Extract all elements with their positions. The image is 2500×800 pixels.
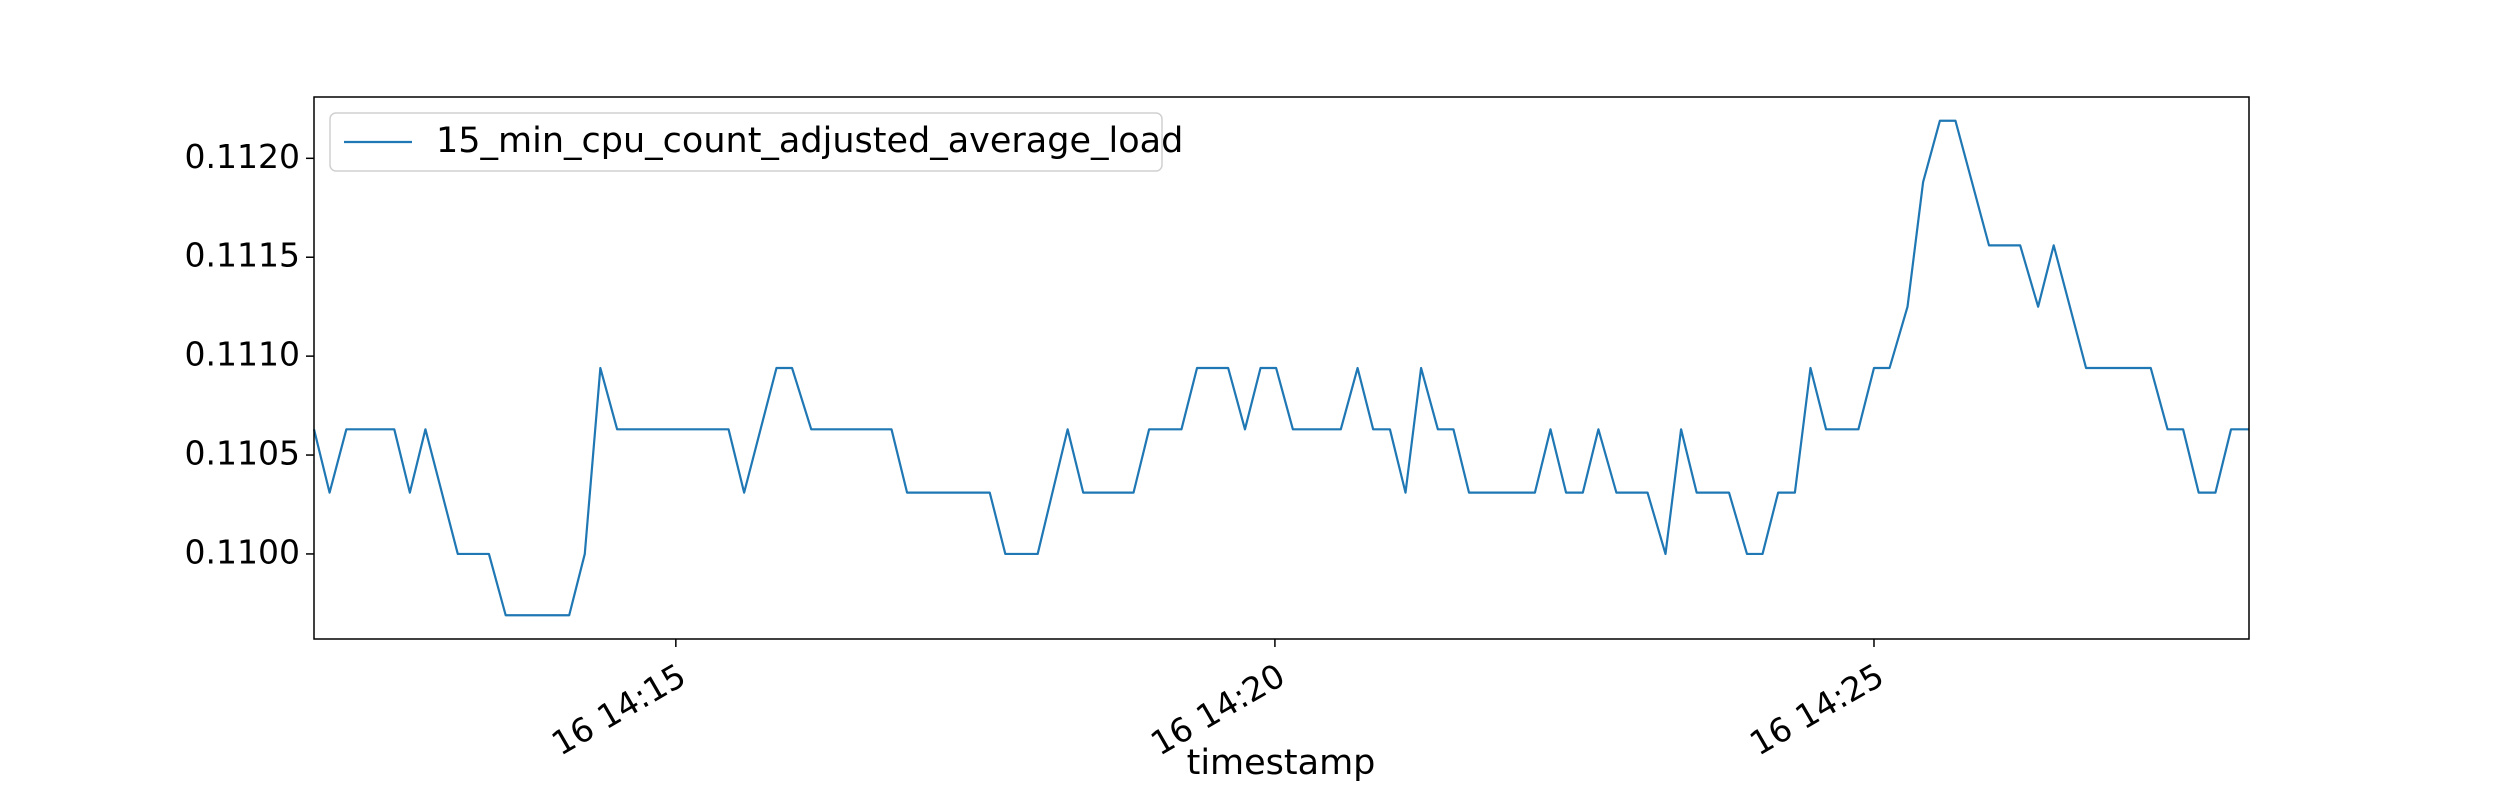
y-tick-label: 0.1120	[185, 137, 300, 176]
data-line	[312, 119, 2249, 617]
y-tick-label: 0.1100	[185, 532, 300, 571]
y-tick-label: 0.1115	[185, 236, 300, 275]
x-tick-label: 16 14:25	[1743, 656, 1890, 764]
plot-frame	[313, 96, 2250, 640]
x-tick-label: 16 14:15	[545, 656, 692, 764]
legend-box	[329, 112, 1163, 172]
x-axis-label: timestamp	[1187, 743, 1376, 783]
legend-label: 15_min_cpu_count_adjusted_average_load	[436, 121, 1183, 161]
y-tick-label: 0.1110	[185, 335, 300, 374]
y-tick-label: 0.1105	[185, 434, 300, 473]
